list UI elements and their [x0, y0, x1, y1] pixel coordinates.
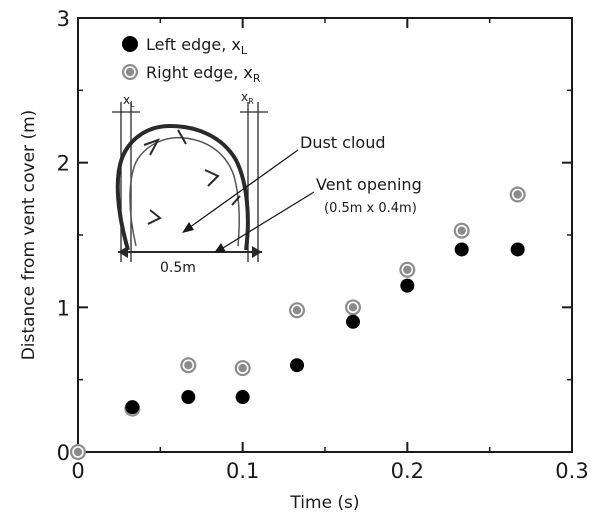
y-tick-label: 0 — [57, 441, 70, 465]
left-edge-point — [125, 400, 140, 415]
x-axis-label: Time (s) — [289, 493, 359, 513]
right-edge-point — [234, 360, 251, 377]
left-edge-point — [181, 390, 196, 405]
inset-base-arrow-left — [118, 246, 128, 258]
left-edge-point — [290, 358, 305, 373]
inset-width-label: 0.5m — [160, 260, 196, 276]
right-edge-point — [180, 357, 197, 374]
vent-opening-label: Vent opening — [316, 175, 422, 194]
inset-cloud-wisp-3 — [147, 209, 162, 225]
dust-cloud-arrow-head — [182, 222, 194, 233]
inset-cloud-wisp-2 — [204, 169, 220, 187]
inset-left-edge-symbol: xL — [123, 93, 135, 109]
x-tick-label: 0 — [71, 459, 84, 483]
dust-cloud-arrow-line — [185, 149, 299, 231]
left-edge-point — [235, 390, 250, 405]
right-edge-point — [344, 299, 361, 316]
y-axis-ticks: 0 1 2 3 — [57, 7, 572, 465]
inset-cloud-wisp-5 — [177, 129, 187, 145]
left-edge-point — [345, 314, 360, 329]
inset-cloud-inner — [129, 136, 240, 247]
right-edge-point — [399, 261, 416, 278]
vent-opening-arrow-line — [217, 191, 315, 252]
legend: Left edge, xL Right edge, xR — [122, 35, 261, 85]
x-tick-label: 0.2 — [391, 459, 424, 483]
legend-left-edge-label: Left edge, xL — [146, 35, 248, 57]
legend-right-edge-marker-ring — [124, 66, 136, 78]
inset-cloud-wisp-1 — [143, 138, 161, 156]
inset-base-arrow-right — [252, 246, 262, 258]
legend-right-edge-label: Right edge, xR — [146, 63, 261, 85]
vent-opening-dimensions: (0.5m x 0.4m) — [324, 201, 417, 216]
annotations: Dust cloud Vent opening (0.5m x 0.4m) — [182, 133, 422, 253]
right-edge-point — [453, 222, 470, 239]
left-edge-point — [454, 242, 469, 257]
right-edge-point — [509, 186, 526, 203]
inset-cloud-outline — [115, 123, 250, 251]
y-tick-label: 1 — [57, 296, 70, 320]
y-axis-label: Distance from vent cover (m) — [19, 110, 39, 361]
inset-cloud-wisp-4 — [231, 195, 241, 206]
y-tick-label: 2 — [57, 152, 70, 176]
right-edge-point — [289, 302, 306, 319]
dust-cloud-label: Dust cloud — [300, 133, 385, 152]
x-axis-ticks: 0 0.1 0.2 0.3 — [71, 18, 589, 483]
left-edge-point — [400, 278, 415, 293]
inset-right-edge-symbol: xR — [241, 90, 254, 106]
left-edge-point — [510, 242, 525, 257]
x-tick-label: 0.3 — [555, 459, 588, 483]
legend-left-edge-marker — [122, 36, 138, 52]
plot-frame — [77, 17, 573, 453]
vent-opening-arrow-head — [214, 243, 226, 253]
y-tick-label: 3 — [57, 7, 70, 31]
inset-dust-cloud-schematic: xL xR 0.5m — [112, 90, 268, 276]
data-points — [70, 186, 526, 460]
x-tick-label: 0.1 — [226, 459, 259, 483]
